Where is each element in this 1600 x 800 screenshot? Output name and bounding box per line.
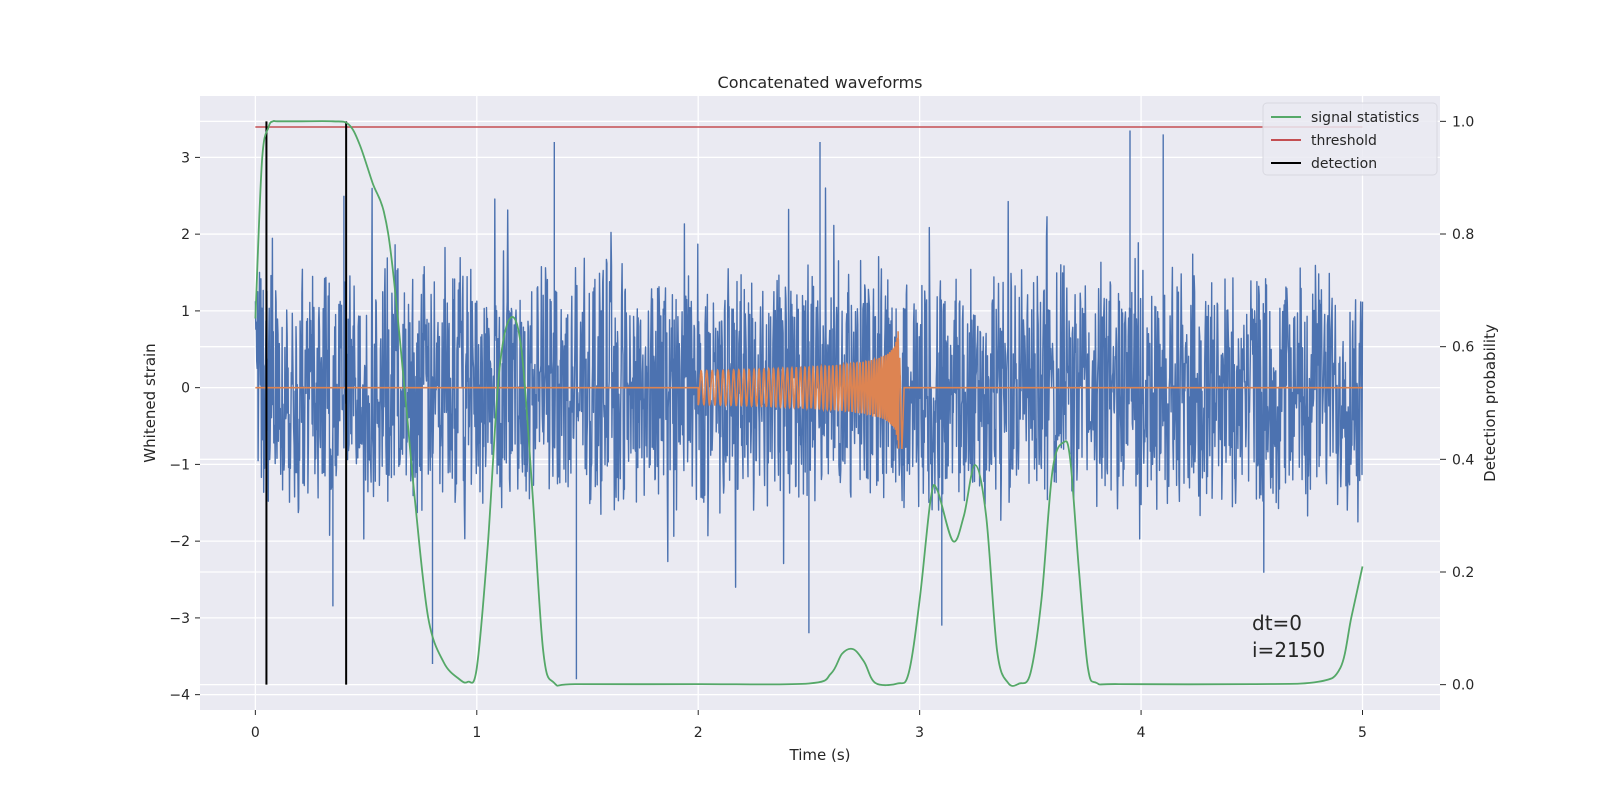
y-tick-label: −1 <box>169 457 190 473</box>
y2-tick-label: 0.8 <box>1452 227 1474 243</box>
x-tick-label: 3 <box>915 725 924 741</box>
legend: signal statistics threshold detection <box>1262 102 1438 176</box>
y-axis-label: Whitened strain <box>141 343 159 462</box>
x-tick-label: 4 <box>1137 725 1146 741</box>
chirp-waveform-line <box>255 331 1363 450</box>
y2-tick-label: 1.0 <box>1452 114 1474 130</box>
y-tick-label: −4 <box>169 688 190 704</box>
x-tick-label: 2 <box>694 725 703 741</box>
x-axis-label: Time (s) <box>789 746 851 764</box>
chart-title: Concatenated waveforms <box>718 73 923 92</box>
legend-box <box>1262 102 1438 176</box>
x-tick-label: 0 <box>251 725 260 741</box>
y2-tick-label: 0.0 <box>1452 678 1474 694</box>
y-tick-label: 0 <box>181 381 190 397</box>
y-tick-label: 2 <box>181 227 190 243</box>
y-tick-label: −2 <box>169 534 190 550</box>
y-tick-label: 3 <box>181 150 190 166</box>
y2-axis-label: Detection probability <box>1481 324 1499 482</box>
series-layer <box>254 120 1364 687</box>
legend-label: signal statistics <box>1311 110 1419 126</box>
y2-tick-label: 0.4 <box>1452 452 1474 468</box>
annotation-index: i=2150 <box>1252 638 1325 662</box>
x-tick-label: 5 <box>1358 725 1367 741</box>
y2-tick-label: 0.6 <box>1452 340 1474 356</box>
x-tick-label: 1 <box>472 725 481 741</box>
axes-layer: 0 1 2 3 4 5 −4 −3 −2 −1 0 1 2 3 0.0 0.2 0.4 0.6 0.8 1.0 <box>169 114 1474 741</box>
legend-label: threshold <box>1311 133 1377 149</box>
legend-label: detection <box>1311 156 1377 172</box>
annotation-dt: dt=0 <box>1252 611 1302 635</box>
y2-tick-label: 0.2 <box>1452 565 1474 581</box>
y-tick-label: −3 <box>169 611 190 627</box>
signal-statistics-line <box>254 120 1364 687</box>
y-tick-label: 1 <box>181 304 190 320</box>
